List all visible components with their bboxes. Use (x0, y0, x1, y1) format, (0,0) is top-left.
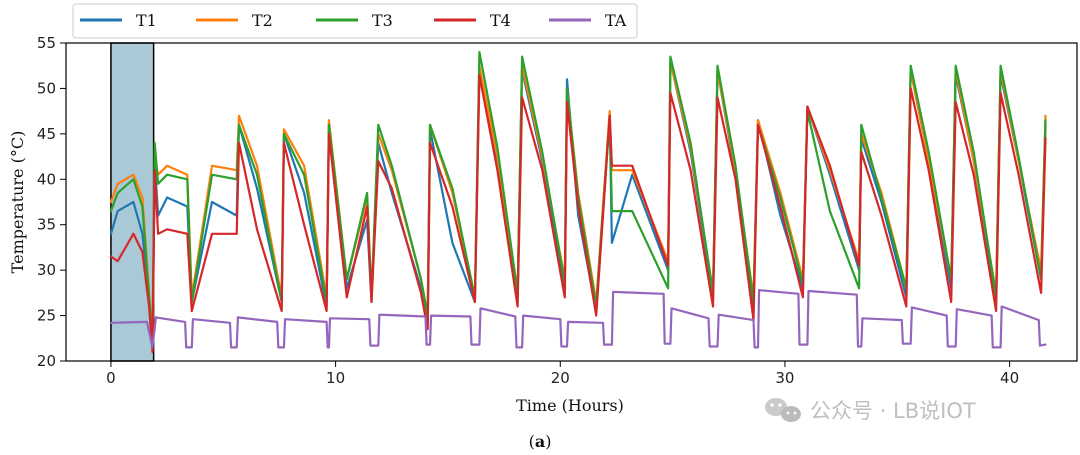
caption-close-paren: ) (545, 432, 551, 451)
x-tick-label: 0 (106, 369, 116, 387)
caption-label: a (535, 432, 545, 451)
legend-label-t2: T2 (252, 11, 273, 30)
y-tick-label: 40 (37, 170, 56, 188)
legend-label-ta: TA (605, 11, 627, 30)
x-axis-title: Time (Hours) (516, 396, 624, 415)
legend-label-t1: T1 (136, 11, 157, 30)
y-tick-label: 30 (37, 261, 56, 279)
y-tick-label: 55 (37, 34, 56, 52)
x-tick-label: 20 (551, 369, 570, 387)
series-line-t3 (109, 50, 1047, 344)
watermark-text: 公众号 · LB说IOT (810, 399, 976, 423)
x-axis-ticks: 0 10 20 30 40 (106, 361, 1019, 387)
y-tick-label: 20 (37, 352, 56, 370)
figure-caption: (a) (529, 432, 552, 451)
legend: T1 T2 T3 T4 TA (72, 3, 638, 39)
legend-label-t4: T4 (490, 11, 511, 30)
series-line-t4 (109, 73, 1047, 353)
plot-frame (65, 42, 1078, 362)
x-tick-label: 30 (775, 369, 794, 387)
y-axis-ticks: 20 25 30 35 40 45 50 55 (37, 34, 66, 370)
y-tick-label: 50 (37, 79, 56, 97)
series-line-ta (109, 289, 1047, 349)
y-tick-label: 45 (37, 125, 56, 143)
caption-open-paren: ( (529, 432, 535, 451)
x-tick-label: 40 (1000, 369, 1019, 387)
y-tick-label: 35 (37, 216, 56, 234)
watermark: 公众号 · LB说IOT (765, 398, 976, 423)
legend-label-t3: T3 (372, 11, 393, 30)
y-axis-title: Temperature (°C) (8, 131, 27, 274)
x-tick-label: 10 (326, 369, 345, 387)
wechat-icon (765, 398, 801, 422)
y-tick-label: 25 (37, 307, 56, 325)
series-lines (109, 50, 1047, 353)
